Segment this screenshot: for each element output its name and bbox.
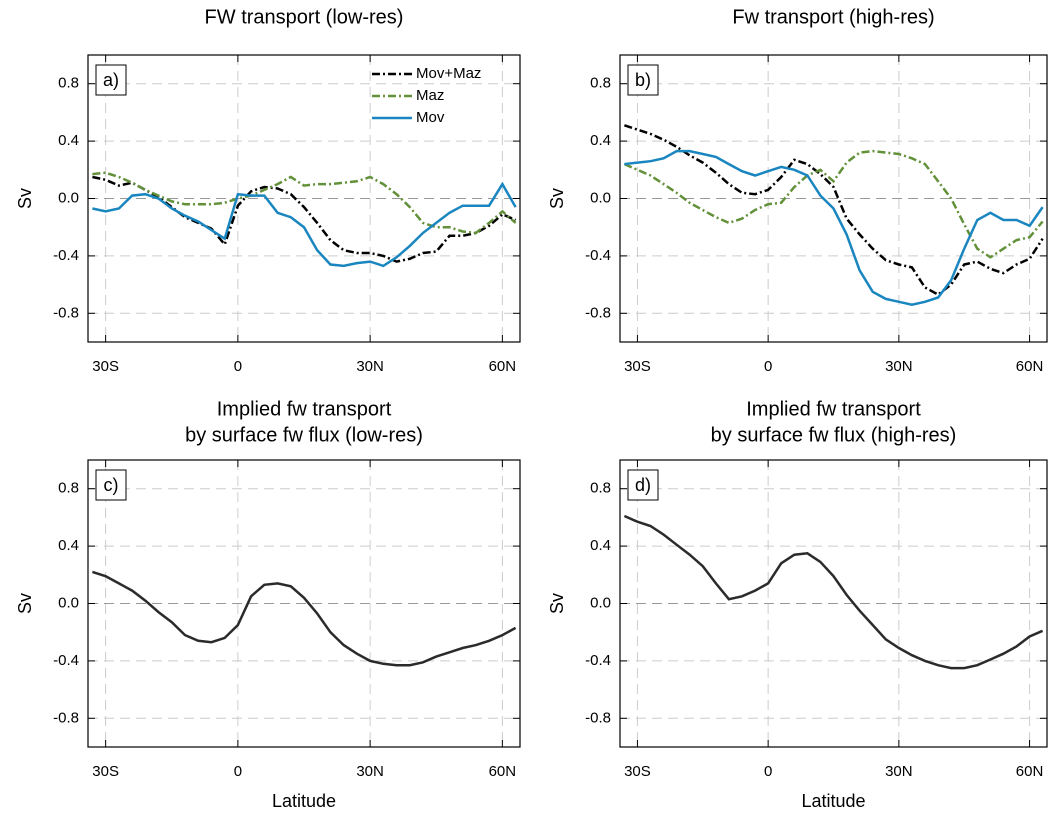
x-tick-label: 0: [234, 763, 242, 780]
series-line: [92, 175, 517, 263]
x-tick-label: 0: [764, 763, 772, 780]
panel-label-box: [95, 64, 127, 96]
x-tick-label: 30S: [624, 763, 651, 780]
y-tick-label: 0.4: [58, 132, 79, 149]
y-tick-label: 0.0: [58, 189, 79, 206]
x-tick-label: 30S: [624, 358, 651, 375]
panel-label: a): [103, 70, 119, 90]
chart-title: FW transport (low-res): [205, 6, 404, 28]
y-axis-label: Sv: [547, 593, 567, 614]
y-tick-label: 0.8: [590, 480, 611, 497]
plot-frame: [87, 459, 521, 748]
x-tick-label: 30N: [885, 763, 913, 780]
x-tick-label: 30N: [356, 763, 384, 780]
panel-label-box: [95, 469, 127, 501]
chart-title: by surface fw flux (high-res): [711, 424, 957, 446]
y-tick-label: 0.8: [590, 75, 611, 92]
chart-title: Implied fw transport: [217, 398, 392, 420]
y-tick-label: 0.8: [58, 75, 79, 92]
x-tick-label: 30S: [92, 763, 119, 780]
series-line: [623, 514, 1044, 670]
panel-label-box: [627, 469, 659, 501]
y-axis-label: Sv: [15, 188, 35, 209]
legend-label: Mov: [416, 109, 445, 126]
x-tick-label: 60N: [489, 358, 517, 375]
series-line: [624, 149, 1044, 306]
panel-label: c): [104, 475, 119, 495]
y-tick-label: 0.0: [590, 594, 611, 611]
series-line: [92, 181, 517, 268]
series-line: [624, 124, 1044, 297]
series-line: [623, 149, 1044, 259]
y-tick-label: -0.4: [53, 652, 79, 669]
y-tick-label: -0.8: [585, 304, 611, 321]
panel-label: d): [635, 475, 651, 495]
x-tick-label: 30N: [356, 358, 384, 375]
y-tick-label: -0.4: [585, 247, 611, 264]
series-line: [92, 570, 517, 667]
legend-label: Mov+Maz: [416, 65, 481, 82]
y-tick-label: 0.4: [58, 537, 79, 554]
chart-title: by surface fw flux (low-res): [185, 424, 423, 446]
chart-title: Fw transport (high-res): [732, 6, 934, 28]
x-tick-label: 60N: [489, 763, 517, 780]
x-tick-label: 30S: [92, 358, 119, 375]
y-axis-label: Sv: [15, 593, 35, 614]
y-tick-label: 0.0: [590, 189, 611, 206]
x-tick-label: 0: [764, 358, 772, 375]
y-tick-label: -0.8: [53, 304, 79, 321]
y-tick-label: 0.0: [58, 594, 79, 611]
y-tick-label: -0.8: [585, 709, 611, 726]
x-axis-label: Latitude: [801, 791, 865, 811]
series-line: [92, 171, 517, 235]
y-tick-label: -0.4: [53, 247, 79, 264]
x-tick-label: 0: [234, 358, 242, 375]
y-tick-label: -0.4: [585, 652, 611, 669]
y-tick-label: -0.8: [53, 709, 79, 726]
plot-frame: [619, 459, 1048, 748]
legend-label: Maz: [416, 87, 444, 104]
y-tick-label: 0.4: [590, 537, 611, 554]
plot-frame: [619, 54, 1048, 343]
y-tick-label: 0.8: [58, 480, 79, 497]
y-tick-label: 0.4: [590, 132, 611, 149]
panel-label-box: [627, 64, 659, 96]
plot-frame: [87, 54, 521, 343]
x-tick-label: 60N: [1016, 358, 1044, 375]
x-tick-label: 60N: [1016, 763, 1044, 780]
x-axis-label: Latitude: [272, 791, 336, 811]
x-tick-label: 30N: [885, 358, 913, 375]
chart-title: Implied fw transport: [746, 398, 921, 420]
panel-label: b): [635, 70, 651, 90]
y-axis-label: Sv: [547, 188, 567, 209]
